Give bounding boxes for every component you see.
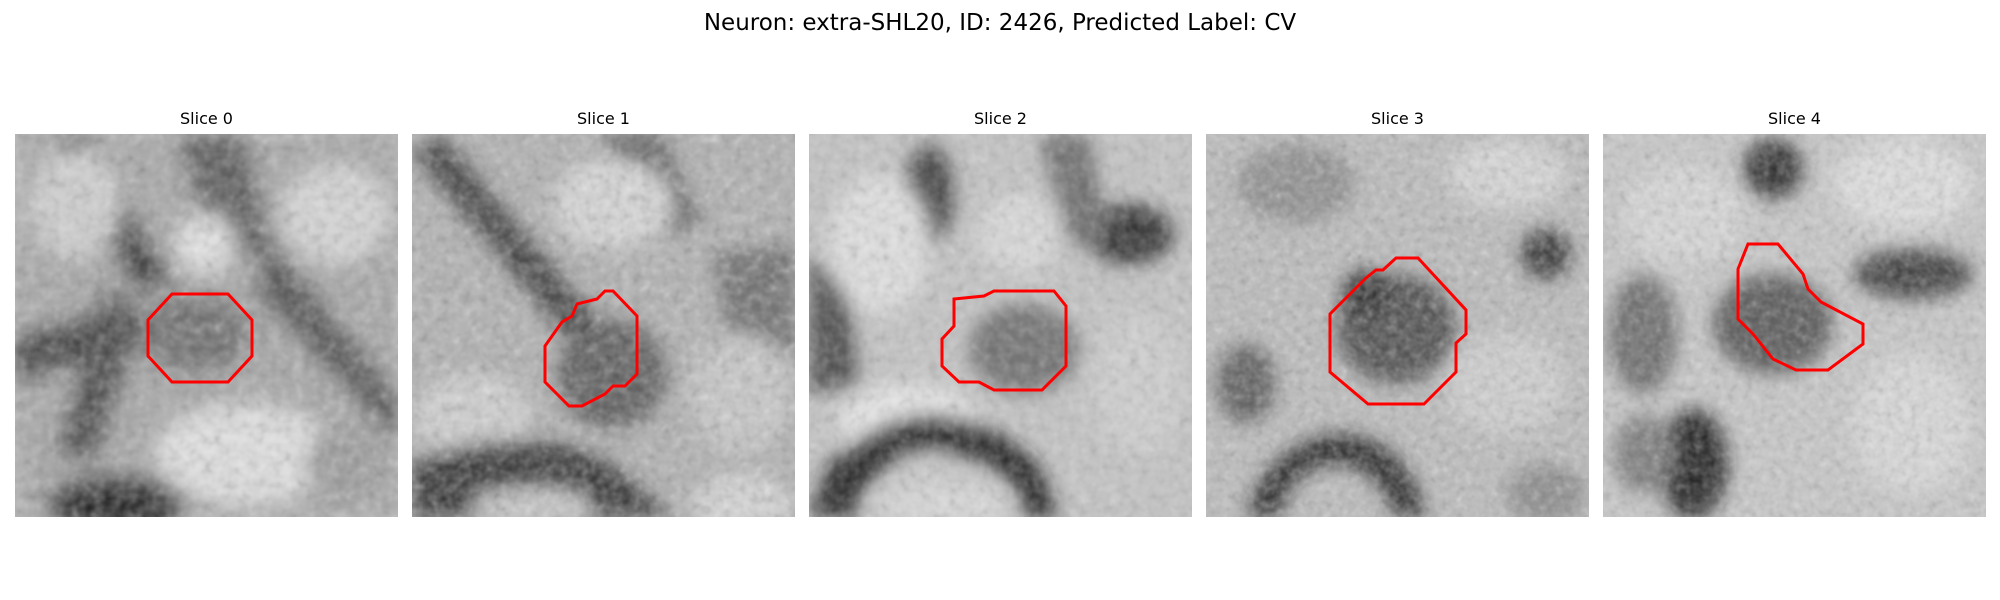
microscopy-slice-image-2 xyxy=(809,134,1192,517)
slice-panel-1: Slice 1 xyxy=(412,108,795,518)
microscopy-slice-image-1 xyxy=(412,134,795,517)
microscopy-slice-image-3 xyxy=(1206,134,1589,517)
roi-contour-1 xyxy=(543,289,639,408)
slice-panel-2: Slice 2 xyxy=(809,108,1192,518)
figure-title: Neuron: extra-SHL20, ID: 2426, Predicted… xyxy=(703,10,1297,36)
slice-panel-3: Slice 3 xyxy=(1206,108,1589,518)
slice-title-4: Slice 4 xyxy=(1768,109,1821,128)
slice-title-3: Slice 3 xyxy=(1371,109,1424,128)
microscopy-slice-image-0 xyxy=(15,134,398,517)
microscopy-slice-image-4 xyxy=(1603,134,1986,517)
slice-panel-4: Slice 4 xyxy=(1603,108,1986,518)
roi-contour-2 xyxy=(940,289,1068,392)
roi-contour-4 xyxy=(1736,242,1865,372)
slice-title-2: Slice 2 xyxy=(974,109,1027,128)
slice-panel-0: Slice 0 xyxy=(15,108,398,518)
slice-title-0: Slice 0 xyxy=(180,109,233,128)
roi-contour-0 xyxy=(146,292,254,384)
slice-title-1: Slice 1 xyxy=(577,109,630,128)
roi-contour-3 xyxy=(1328,256,1468,406)
